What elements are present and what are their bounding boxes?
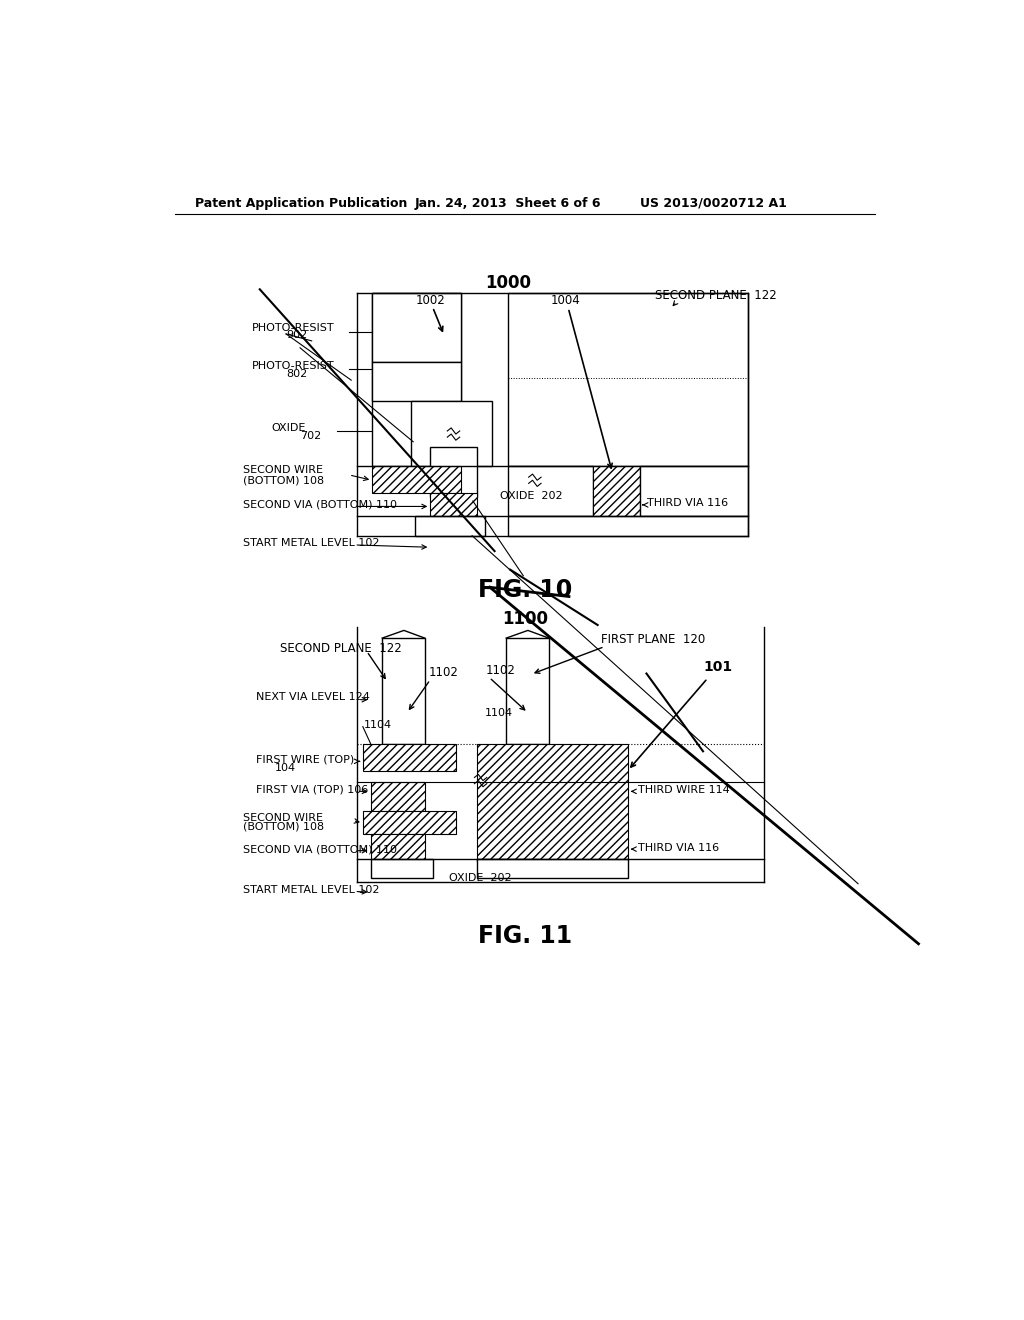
Bar bbox=[372, 293, 461, 466]
Bar bbox=[430, 447, 477, 498]
Text: START METAL LEVEL 102: START METAL LEVEL 102 bbox=[243, 884, 379, 895]
Bar bbox=[477, 743, 628, 859]
Text: SECOND PLANE  122: SECOND PLANE 122 bbox=[280, 643, 401, 656]
Bar bbox=[477, 859, 628, 878]
Bar bbox=[508, 293, 748, 466]
Text: 1104: 1104 bbox=[364, 721, 392, 730]
Text: THIRD VIA 116: THIRD VIA 116 bbox=[638, 842, 719, 853]
Text: SECOND VIA (BOTTOM) 110: SECOND VIA (BOTTOM) 110 bbox=[243, 843, 396, 854]
Bar bbox=[371, 859, 432, 878]
Text: FIRST VIA (TOP) 106: FIRST VIA (TOP) 106 bbox=[256, 785, 368, 795]
Text: 1102: 1102 bbox=[486, 664, 516, 677]
Bar bbox=[371, 834, 425, 859]
Text: Jan. 24, 2013  Sheet 6 of 6: Jan. 24, 2013 Sheet 6 of 6 bbox=[415, 197, 601, 210]
Text: 1000: 1000 bbox=[484, 275, 530, 292]
Text: 902: 902 bbox=[286, 330, 307, 341]
Text: 1102: 1102 bbox=[429, 667, 459, 680]
Bar bbox=[362, 743, 456, 771]
Text: (BOTTOM) 108: (BOTTOM) 108 bbox=[243, 822, 324, 832]
Text: START METAL LEVEL 102: START METAL LEVEL 102 bbox=[243, 539, 379, 548]
Text: OXIDE: OXIDE bbox=[271, 422, 306, 433]
Bar bbox=[477, 859, 539, 861]
Text: 702: 702 bbox=[300, 430, 322, 441]
Bar bbox=[640, 466, 748, 516]
Text: SECOND WIRE: SECOND WIRE bbox=[243, 465, 323, 475]
Text: THIRD WIRE 114: THIRD WIRE 114 bbox=[638, 785, 730, 795]
Bar bbox=[362, 812, 456, 834]
Text: 101: 101 bbox=[703, 660, 732, 673]
Text: PHOTO-RESIST: PHOTO-RESIST bbox=[252, 362, 335, 371]
Bar bbox=[508, 516, 748, 536]
Bar bbox=[593, 466, 640, 516]
Text: OXIDE  202: OXIDE 202 bbox=[449, 874, 511, 883]
Bar bbox=[372, 363, 461, 401]
Text: NEXT VIA LEVEL 124: NEXT VIA LEVEL 124 bbox=[256, 693, 370, 702]
Text: SECOND WIRE: SECOND WIRE bbox=[243, 813, 323, 822]
Text: (BOTTOM) 108: (BOTTOM) 108 bbox=[243, 475, 324, 486]
Text: FIRST WIRE (TOP): FIRST WIRE (TOP) bbox=[256, 754, 354, 764]
Text: 1004: 1004 bbox=[551, 294, 581, 308]
Bar bbox=[415, 516, 484, 536]
Text: 802: 802 bbox=[286, 370, 307, 379]
Text: Patent Application Publication: Patent Application Publication bbox=[196, 197, 408, 210]
Text: US 2013/0020712 A1: US 2013/0020712 A1 bbox=[640, 197, 786, 210]
Text: 1100: 1100 bbox=[502, 610, 548, 628]
Bar bbox=[411, 401, 493, 466]
Text: SECOND PLANE  122: SECOND PLANE 122 bbox=[655, 289, 777, 302]
Text: FIG. 11: FIG. 11 bbox=[478, 924, 571, 948]
Bar bbox=[372, 466, 461, 494]
Text: FIG. 10: FIG. 10 bbox=[477, 578, 572, 602]
Text: 1104: 1104 bbox=[484, 708, 513, 718]
Text: 1002: 1002 bbox=[416, 294, 445, 308]
Text: SECOND VIA (BOTTOM) 110: SECOND VIA (BOTTOM) 110 bbox=[243, 500, 396, 510]
Bar bbox=[430, 494, 477, 516]
Text: PHOTO-RESIST: PHOTO-RESIST bbox=[252, 323, 335, 333]
Bar bbox=[372, 293, 461, 363]
Bar bbox=[371, 781, 425, 812]
Bar bbox=[508, 466, 593, 516]
Text: OXIDE  202: OXIDE 202 bbox=[500, 491, 562, 500]
Text: THIRD VIA 116: THIRD VIA 116 bbox=[647, 499, 728, 508]
Text: 104: 104 bbox=[275, 763, 296, 774]
Bar bbox=[506, 638, 549, 743]
Bar bbox=[382, 638, 425, 743]
Text: FIRST PLANE  120: FIRST PLANE 120 bbox=[601, 634, 705, 647]
